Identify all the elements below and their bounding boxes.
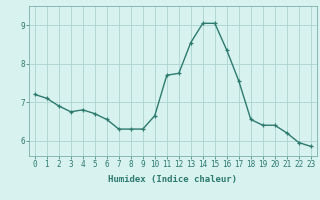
X-axis label: Humidex (Indice chaleur): Humidex (Indice chaleur): [108, 175, 237, 184]
